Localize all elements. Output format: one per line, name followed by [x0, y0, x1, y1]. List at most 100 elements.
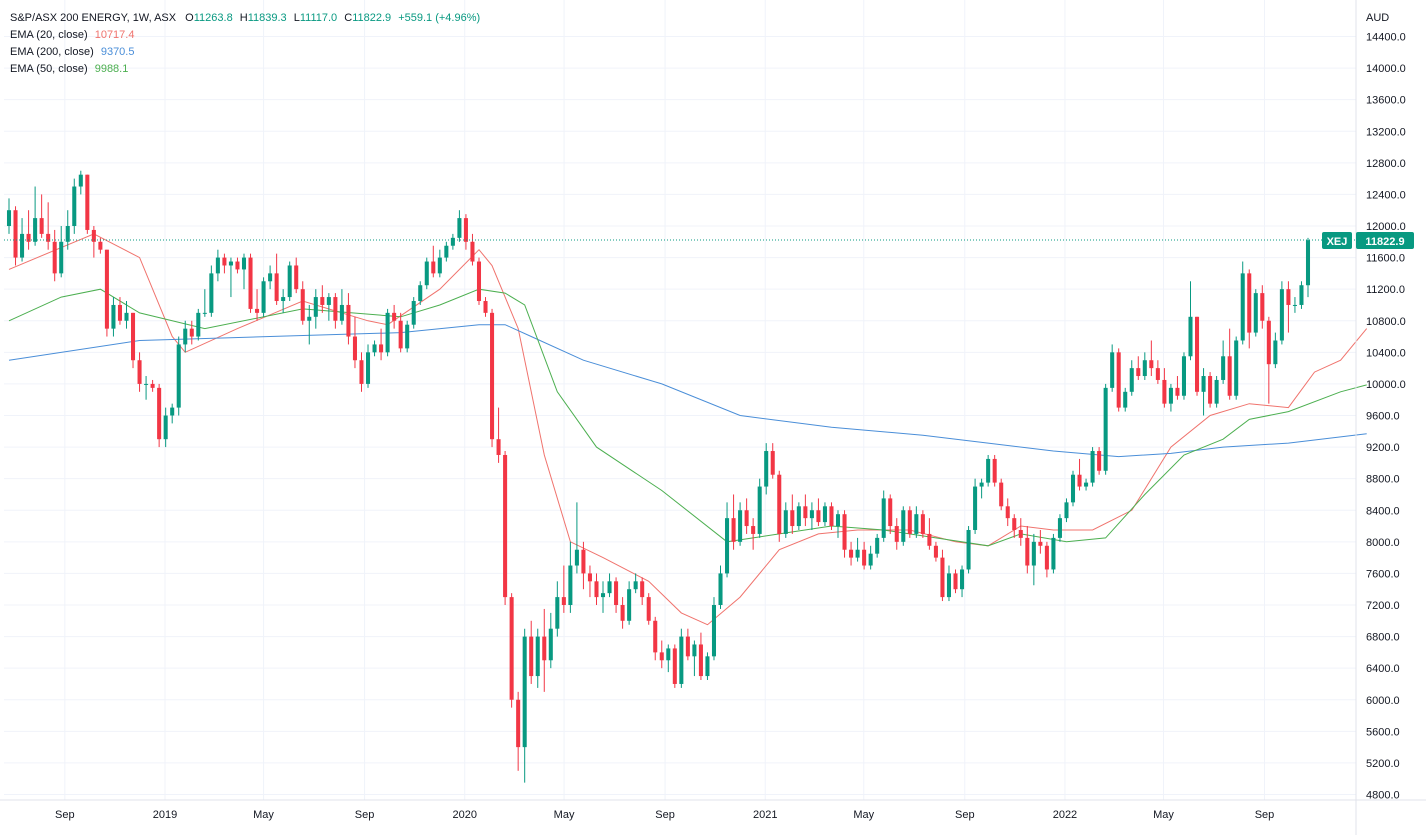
candle: [274, 253, 279, 305]
candle: [522, 628, 527, 783]
candle: [666, 644, 671, 673]
change-value: +559.1 (+4.96%): [398, 12, 481, 24]
candle: [85, 174, 90, 234]
candle: [13, 206, 18, 266]
candle: [901, 506, 906, 546]
candle: [725, 502, 730, 578]
candle: [1044, 541, 1049, 578]
price-tag-bg: [1356, 232, 1414, 249]
y-tick-label: 4800.0: [1366, 790, 1400, 802]
candle: [1286, 281, 1291, 333]
x-axis[interactable]: Sep 2019 May Sep 2020 May Sep 2021 May Sep 2022 May…: [55, 809, 1274, 821]
candle: [1149, 340, 1154, 377]
candle: [189, 320, 194, 345]
candle-body: [104, 249, 109, 329]
candle: [842, 510, 847, 558]
candle: [764, 443, 769, 495]
candle: [26, 210, 31, 250]
candle: [339, 289, 344, 325]
candle-body: [1208, 376, 1213, 404]
candle-body: [868, 553, 873, 566]
candle-body: [1038, 541, 1043, 546]
x-tick-label: 2022: [1053, 809, 1077, 821]
candle: [131, 312, 136, 369]
candle-body: [222, 257, 227, 266]
candle: [881, 490, 886, 542]
candle-body: [764, 451, 769, 487]
c-value: 11822.9: [352, 12, 392, 24]
candle: [907, 506, 912, 538]
candle: [170, 403, 175, 424]
candle-body: [424, 261, 429, 286]
candle-body: [137, 360, 142, 384]
candle-body: [261, 281, 266, 313]
candle: [855, 537, 860, 562]
candle-body: [1110, 352, 1115, 388]
candle: [385, 308, 390, 357]
candle: [862, 541, 867, 570]
candle-body: [1266, 320, 1271, 365]
candle-body: [757, 486, 762, 534]
candle-body: [144, 383, 149, 385]
l-label: L: [293, 12, 300, 24]
candle: [685, 628, 690, 661]
candle: [966, 526, 971, 574]
candle-body: [78, 174, 83, 187]
candle-body: [946, 573, 952, 598]
candle-body: [215, 257, 220, 274]
indicator-ema200[interactable]: EMA (200, close) 9370.5: [10, 44, 480, 61]
candle: [483, 297, 488, 317]
candle: [555, 581, 560, 637]
candle-body: [91, 229, 96, 242]
y-tick-label: 10400.0: [1366, 347, 1406, 359]
candle: [418, 281, 423, 305]
candle-body: [1097, 451, 1102, 471]
candle: [973, 478, 978, 534]
candle: [1084, 478, 1089, 491]
candle-body: [738, 510, 743, 542]
candle: [1168, 383, 1173, 412]
candle-body: [176, 344, 181, 408]
candle: [1123, 387, 1128, 412]
candle-body: [933, 545, 938, 558]
candle-body: [692, 644, 697, 657]
candle-body: [607, 581, 612, 594]
candle-body: [163, 415, 168, 440]
o-label: O: [185, 12, 194, 24]
candle-body: [646, 597, 651, 621]
candle-body: [1175, 387, 1180, 396]
candle-body: [313, 297, 318, 317]
candle: [59, 226, 64, 278]
candle: [1077, 458, 1082, 491]
indicator-ema20[interactable]: EMA (20, close) 10717.4: [10, 27, 480, 44]
candle-body: [1057, 518, 1062, 538]
candle-body: [437, 257, 442, 274]
candle-body: [842, 514, 847, 550]
candle-body: [359, 360, 364, 384]
candle: [124, 301, 129, 329]
candle-body: [1227, 356, 1232, 396]
candle: [1110, 344, 1115, 392]
candle-body: [862, 549, 867, 566]
candle-body: [476, 261, 482, 302]
indicator-ema50[interactable]: EMA (50, close) 9988.1: [10, 61, 480, 78]
candle: [927, 518, 932, 550]
indicator-label: EMA (50, close): [10, 63, 88, 75]
candle-body: [999, 482, 1004, 507]
candle: [894, 518, 899, 550]
candle: [117, 297, 122, 325]
candle: [431, 245, 436, 278]
candle-body: [1025, 537, 1030, 566]
symbol-row[interactable]: S&P/ASX 200 ENERGY, 1W, ASX O11263.8 H11…: [10, 10, 480, 27]
x-tick-label: May: [1153, 809, 1174, 821]
candle-body: [274, 273, 279, 302]
candle-body: [679, 636, 684, 684]
candle: [503, 451, 508, 605]
candle: [614, 577, 619, 613]
candle: [1155, 360, 1160, 384]
candle: [849, 541, 854, 566]
candle: [516, 691, 521, 771]
